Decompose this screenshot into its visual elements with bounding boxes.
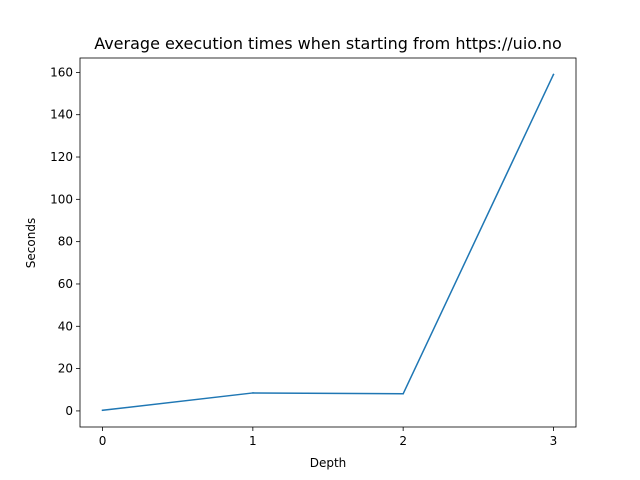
y-tick-label: 60 (58, 277, 73, 291)
x-tick-label: 3 (550, 434, 558, 448)
y-tick-label: 0 (65, 404, 73, 418)
data-point (402, 393, 404, 395)
y-tick-label: 140 (50, 108, 73, 122)
x-tick-label: 2 (399, 434, 407, 448)
x-tick-label: 0 (99, 434, 107, 448)
y-tick-label: 80 (58, 235, 73, 249)
chart-title: Average execution times when starting fr… (94, 34, 562, 53)
series-group (101, 73, 555, 412)
data-point (552, 73, 555, 76)
y-tick-label: 100 (50, 192, 73, 206)
x-tick-label: 1 (249, 434, 257, 448)
y-tick-label: 160 (50, 65, 73, 79)
x-axis: 0 1 2 3 (99, 427, 558, 448)
plot-area (79, 57, 577, 428)
y-axis-label: Seconds (24, 218, 38, 268)
series-line (101, 73, 555, 412)
x-axis-label: Depth (310, 456, 347, 470)
data-point (252, 392, 254, 394)
data-point (101, 409, 104, 412)
y-axis: 0 20 40 60 80 100 120 140 160 (50, 65, 80, 418)
y-tick-label: 40 (58, 319, 73, 333)
y-tick-label: 20 (58, 362, 73, 376)
y-tick-label: 120 (50, 150, 73, 164)
plot-frame (79, 57, 577, 428)
